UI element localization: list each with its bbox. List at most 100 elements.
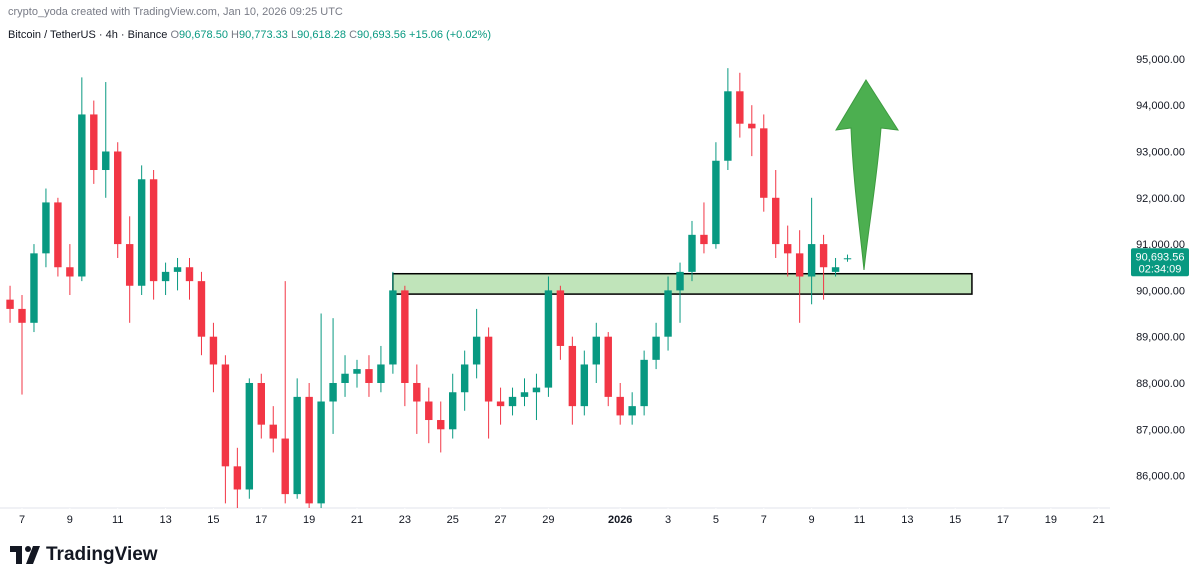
candle-body <box>616 396 624 416</box>
candle-body <box>532 387 541 393</box>
candle-body <box>676 271 684 291</box>
x-tick-label: 5 <box>713 514 719 526</box>
candle-body <box>233 466 242 490</box>
x-tick-label: 19 <box>1045 514 1057 526</box>
ohlc-key: L <box>290 29 298 41</box>
candle-body <box>221 364 230 467</box>
candle-body <box>508 396 517 407</box>
x-tick-label: 23 <box>399 514 411 526</box>
candle-body <box>544 290 553 388</box>
candle-body <box>724 91 732 161</box>
candle-body <box>30 253 38 323</box>
candle-body <box>161 271 170 282</box>
x-tick-label: 11 <box>854 514 865 526</box>
x-tick-label: 21 <box>1093 514 1105 526</box>
candle-body <box>628 406 636 416</box>
candle-body <box>341 373 349 383</box>
brand: TradingView <box>10 544 158 566</box>
candle-body <box>664 290 672 337</box>
candle-body <box>592 336 600 365</box>
candle-body <box>580 364 589 407</box>
x-tick-label: 29 <box>542 514 554 526</box>
candle-body <box>197 281 206 337</box>
candle-body <box>652 336 660 360</box>
y-tick-label: 93,000.00 <box>1136 146 1185 158</box>
candle-body <box>389 290 397 365</box>
y-tick-label: 87,000.00 <box>1136 424 1185 436</box>
x-tick-label: 19 <box>303 514 315 526</box>
candle-body <box>281 438 289 495</box>
x-tick-label: 13 <box>901 514 913 526</box>
candle-body <box>604 336 612 397</box>
candle-body <box>245 382 254 490</box>
candle-body <box>688 234 696 272</box>
candle-body <box>90 114 98 171</box>
candle-body <box>568 345 577 407</box>
candle-body <box>460 364 469 393</box>
candle-body <box>209 336 218 365</box>
candle-body <box>807 244 816 277</box>
x-tick-label: 17 <box>997 514 1009 526</box>
ohlc-value: 90,618.28 <box>297 29 347 41</box>
candle-body <box>257 382 265 425</box>
x-tick-label: 9 <box>67 514 73 526</box>
up-arrow <box>835 79 899 271</box>
brand-logo <box>10 546 40 564</box>
candle-body <box>54 202 62 268</box>
candle-body <box>6 299 14 309</box>
candle-body <box>293 396 301 495</box>
candle-body <box>317 401 325 504</box>
candle-body <box>125 244 134 286</box>
candle-body <box>66 267 74 277</box>
brand-text: TradingView <box>46 544 158 565</box>
candle-body <box>520 392 529 397</box>
x-tick-label: 2026 <box>608 514 632 526</box>
x-tick-label: 11 <box>112 514 123 526</box>
candle-body <box>365 369 373 383</box>
candle-body <box>712 160 720 245</box>
candle-body <box>269 424 277 439</box>
x-tick-label: 9 <box>809 514 815 526</box>
candle-body <box>819 244 828 268</box>
candle-body <box>377 364 385 383</box>
ohlc-key: H <box>231 29 239 41</box>
x-tick-label: 21 <box>351 514 363 526</box>
last-price-label: 90,693.56 <box>1136 251 1185 263</box>
y-tick-label: 88,000.00 <box>1136 378 1185 390</box>
ohlc-key: O <box>170 29 180 41</box>
y-tick-label: 90,000.00 <box>1136 285 1185 297</box>
candle-body <box>449 392 457 430</box>
x-tick-label: 3 <box>665 514 671 526</box>
x-tick-label: 13 <box>159 514 171 526</box>
candle-body <box>42 202 50 254</box>
y-tick-label: 92,000.00 <box>1136 193 1185 205</box>
chart: 86,000.00 87,000.00 88,000.00 89,000.00 90,0… <box>0 54 1189 526</box>
candle-body <box>556 290 565 346</box>
candle-body <box>700 234 708 245</box>
candle-body <box>137 179 146 286</box>
ohlc-value: 90,693.56 <box>357 29 406 41</box>
symbol: Bitcoin / TetherUS · 4h · Binance <box>8 29 168 41</box>
candle-body <box>772 197 780 245</box>
candle-body <box>173 267 182 272</box>
candle-body <box>783 244 792 254</box>
candle-body <box>149 179 158 282</box>
y-tick-label: 94,000.00 <box>1136 100 1185 112</box>
y-tick-label: 86,000.00 <box>1136 471 1185 483</box>
candle-body <box>425 401 433 421</box>
candle-body <box>484 336 493 402</box>
change: +15.06 (+0.02%) <box>409 29 491 41</box>
x-tick-label: 7 <box>19 514 25 526</box>
candle-body <box>185 267 194 282</box>
candle-body <box>736 91 744 124</box>
legend: Bitcoin / TetherUS · 4h · Binance O90,67… <box>8 29 491 41</box>
y-tick-label: 95,000.00 <box>1136 54 1185 66</box>
candle-body <box>413 382 421 402</box>
candle-body <box>496 401 505 407</box>
ohlc-value: 90,773.33 <box>238 29 288 41</box>
candle-body <box>748 123 756 129</box>
candle-body <box>353 369 361 374</box>
x-tick-label: 25 <box>447 514 459 526</box>
countdown-label: 02:34:09 <box>1139 263 1182 275</box>
